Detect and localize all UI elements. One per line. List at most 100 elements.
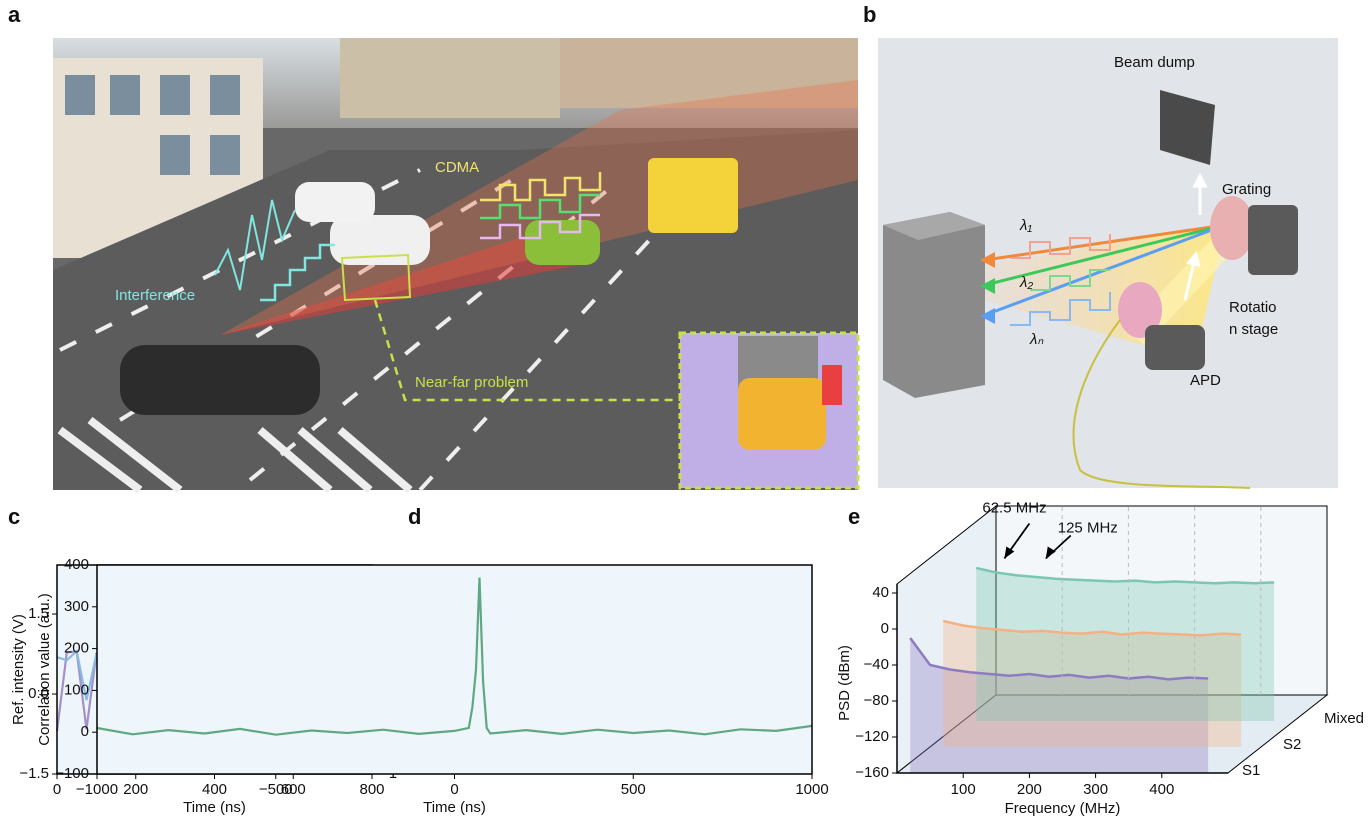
interference-signal [214, 199, 296, 291]
x-axis-label: Time (ns) [183, 799, 246, 816]
panel-b: Beam dump Grating Rotatio n stage APD λ₁… [863, 2, 1338, 489]
z-tick-label: S2 [1283, 736, 1301, 753]
x-tick-label: 600 [281, 781, 306, 798]
x-tick-label: 500 [621, 781, 646, 798]
callout-line [373, 299, 680, 402]
plot-frame [96, 564, 813, 775]
label: λₙ [1029, 331, 1044, 348]
label: λ₁ [1019, 217, 1032, 234]
label: Rotatio [1229, 299, 1277, 316]
bus [648, 158, 738, 233]
data-line [942, 619, 1242, 637]
code-signal [480, 193, 600, 220]
label: λ₂ [1019, 274, 1033, 291]
data-line [909, 637, 1209, 681]
panel-label: c [8, 504, 20, 529]
label: Interference [115, 287, 195, 304]
x-tick-label: 800 [359, 781, 384, 798]
label: Grating [1222, 181, 1271, 198]
area-fill [943, 621, 1242, 747]
y-tick-label: 0 [81, 723, 89, 740]
data-line [975, 566, 1275, 585]
ray [984, 223, 1226, 262]
label: n stage [1229, 321, 1278, 338]
inset-car [738, 378, 826, 450]
x-tick-label: 0 [450, 781, 458, 798]
label: CDMA [435, 159, 479, 176]
interference-signal [260, 243, 335, 302]
y-tick-label: 100 [64, 681, 89, 698]
y-tick-label: 1.5 [28, 605, 49, 622]
area-fill [976, 568, 1275, 721]
plot-area [97, 565, 812, 774]
focus-box [340, 253, 412, 302]
ray [1183, 250, 1201, 301]
lens [1118, 282, 1162, 338]
annotation: 62.5 MHz [982, 499, 1046, 516]
area-fill [910, 638, 1209, 773]
y-tick-label: 40 [872, 584, 889, 601]
crosswalk [57, 416, 413, 494]
code-signal [480, 172, 602, 202]
x-tick-label: 200 [1017, 781, 1042, 798]
y-tick-label: 0 [881, 620, 889, 637]
y-axis-label: PSD (dBm) [836, 645, 853, 721]
panel-label: d [408, 504, 421, 529]
car [295, 182, 375, 222]
y-tick-label: 200 [64, 640, 89, 657]
z-tick-label: Mixed [1324, 710, 1364, 727]
y-tick-label: −120 [855, 728, 889, 745]
code-signal [1030, 269, 1110, 291]
panel-a: CDMA Interference Near-far problem a [8, 2, 860, 494]
y-tick-label: −1.5 [19, 765, 49, 782]
x-tick-label: −1000 [76, 781, 118, 798]
arrowhead [1004, 546, 1015, 559]
y-tick-label: −160 [855, 764, 889, 781]
arrowhead [980, 308, 995, 324]
x-axis-label: Frequency (MHz) [1005, 800, 1121, 817]
y-tick-label: 300 [64, 598, 89, 615]
inset-object [822, 365, 842, 405]
arrowhead [980, 252, 995, 268]
x-tick-label: 0 [53, 781, 61, 798]
building [340, 38, 560, 118]
apd [1145, 325, 1205, 370]
target-block [883, 212, 985, 398]
label: APD [1190, 372, 1221, 389]
x-tick-label: 100 [951, 781, 976, 798]
x-tick-label: 400 [1149, 781, 1174, 798]
data-line [96, 577, 813, 736]
label: Near-far problem [415, 374, 528, 391]
z-tick-label: S1 [1242, 762, 1260, 779]
x-tick-label: −500 [259, 781, 293, 798]
arrowhead [1045, 546, 1056, 559]
annotation: 125 MHz [1058, 519, 1118, 536]
x-tick-label: 200 [123, 781, 148, 798]
car [525, 220, 600, 265]
x-tick-label: 1000 [795, 781, 828, 798]
y-axis-label: Ref. intensity (V) [10, 614, 27, 725]
code-signal [1010, 292, 1111, 326]
car [120, 345, 320, 415]
x-tick-label: 400 [202, 781, 227, 798]
grating [1210, 196, 1254, 260]
y-tick-label: −40 [864, 656, 889, 673]
ray [984, 223, 1226, 287]
x-tick-label: 300 [1083, 781, 1108, 798]
label: Beam dump [1114, 54, 1195, 71]
code-signal [480, 213, 600, 240]
arrowhead [980, 278, 995, 294]
target-top [883, 212, 985, 240]
panel-label: b [863, 2, 876, 27]
building [560, 38, 858, 108]
y-tick-label: 0.0 [28, 685, 49, 702]
panel-label: a [8, 2, 21, 27]
laser-beam [220, 225, 580, 335]
car [330, 215, 430, 265]
y-axis-label: Correlation value (a.u.) [36, 593, 53, 746]
beam-dump [1160, 90, 1215, 165]
windows [65, 75, 240, 175]
rotation-stage [1248, 205, 1298, 275]
y-tick-label: −80 [864, 692, 889, 709]
